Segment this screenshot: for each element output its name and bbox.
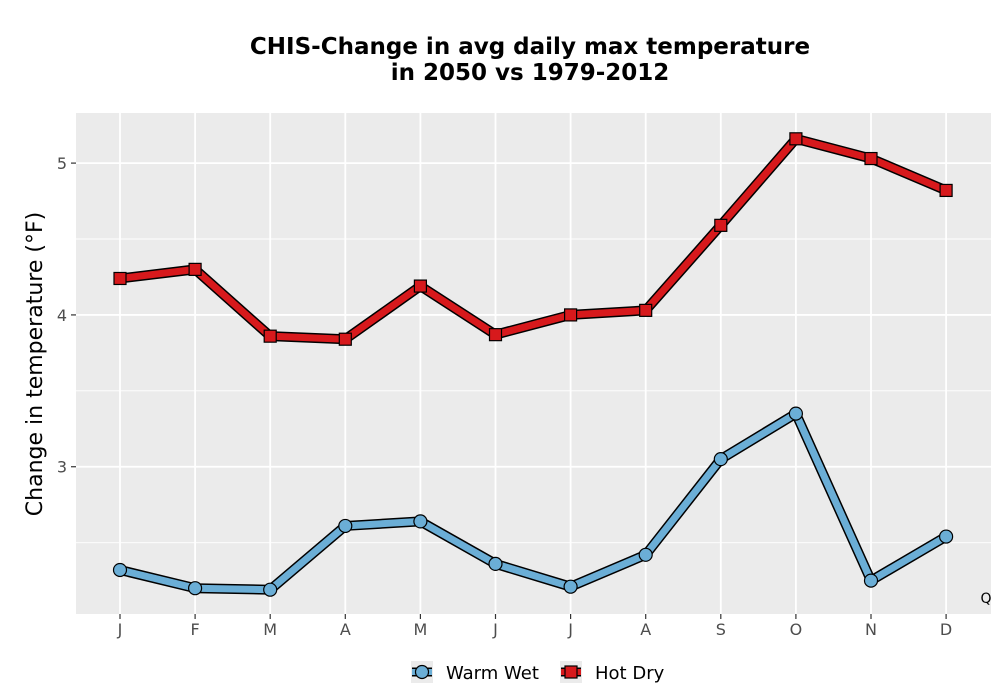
data-point [788, 406, 804, 421]
data-point [639, 303, 653, 317]
x-tick-label: A [640, 620, 651, 639]
data-point [338, 332, 352, 346]
data-point [263, 329, 277, 343]
data-point [789, 132, 803, 146]
corner-annotation: Q [980, 591, 991, 607]
series-line [116, 135, 950, 343]
chart-title: CHIS-Change in avg daily max temperature [250, 34, 810, 60]
data-point [413, 514, 428, 529]
data-point [638, 547, 653, 562]
x-tick-label: J [567, 620, 573, 639]
chart-subtitle: in 2050 vs 1979-2012 [391, 60, 670, 86]
x-tick-label: J [492, 620, 498, 639]
data-point [563, 579, 578, 594]
data-point [714, 218, 728, 232]
legend: Warm Wet Hot Dry [411, 661, 665, 684]
data-point [863, 573, 879, 588]
x-tick-label: M [413, 620, 427, 639]
x-tick-label: M [263, 620, 277, 639]
grid-minor [76, 238, 991, 544]
data-point [113, 271, 127, 286]
data-point [563, 308, 578, 322]
y-axis-label: Change in temperature (°F) [23, 212, 48, 516]
y-tick-label: 4 [57, 306, 67, 325]
x-tick-label: A [340, 620, 351, 639]
series-line [116, 410, 950, 594]
data-point [112, 562, 128, 578]
y-tick-label: 3 [57, 458, 67, 477]
data-point [188, 262, 202, 276]
data-point [939, 183, 953, 198]
data-point [338, 518, 353, 534]
data-point [488, 556, 503, 572]
x-tick-label: F [190, 620, 199, 639]
legend-label: Warm Wet [446, 663, 539, 684]
y-axis: 3 4 5 [57, 154, 76, 477]
legend-key [411, 661, 433, 683]
y-tick-label: 5 [57, 154, 67, 173]
plot-panel [76, 113, 991, 614]
data-point [864, 151, 878, 166]
x-tick-label: S [716, 620, 726, 639]
legend-label: Hot Dry [595, 663, 665, 684]
x-tick-label: O [790, 620, 803, 639]
data-point [263, 582, 278, 597]
data-point [188, 581, 203, 596]
x-tick-label: N [865, 620, 877, 639]
legend-key [560, 661, 582, 683]
data-point [713, 452, 728, 467]
series-layer [112, 132, 954, 597]
data-point [413, 279, 427, 293]
x-tick-label: D [940, 620, 952, 639]
data-point [488, 328, 503, 342]
data-point [938, 529, 954, 544]
x-tick-label: J [117, 620, 123, 639]
